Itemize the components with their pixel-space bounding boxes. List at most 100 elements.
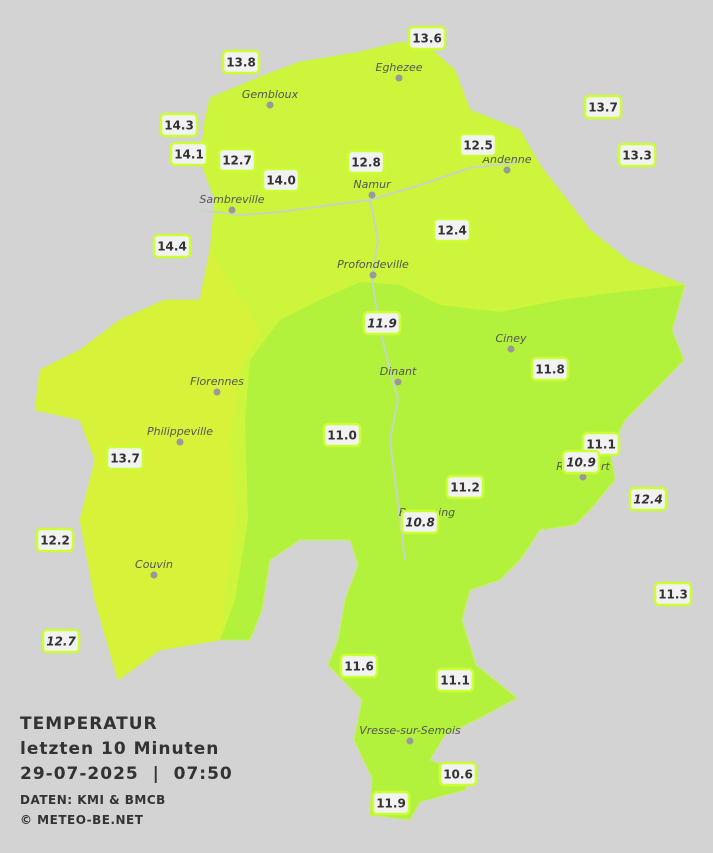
station-value: 11.1 <box>440 674 470 688</box>
city-dot <box>176 438 184 446</box>
credit: © METEO-BE.NET <box>20 813 144 827</box>
city-label: Dinant <box>380 365 417 378</box>
station-value: 13.3 <box>622 149 652 163</box>
station-value: 11.8 <box>535 363 565 377</box>
station: 11.9 <box>362 310 402 336</box>
city-dot <box>213 388 221 396</box>
city-dot <box>395 74 403 82</box>
city-dot <box>507 345 515 353</box>
station-value: 12.4 <box>633 493 663 507</box>
station-box <box>362 310 402 336</box>
station-value: 12.7 <box>222 154 252 168</box>
station: 13.7 <box>105 445 145 471</box>
station: 12.2 <box>35 527 75 553</box>
station: 12.5 <box>458 132 498 158</box>
station-box <box>152 233 192 259</box>
station: 12.4 <box>628 486 668 512</box>
station: 12.7 <box>217 147 257 173</box>
station-value: 11.0 <box>327 429 357 443</box>
station-box <box>617 142 657 168</box>
station-box <box>583 94 623 120</box>
station-box <box>407 25 447 51</box>
station: 11.2 <box>445 474 485 500</box>
station-value: 13.6 <box>412 32 442 46</box>
station-value: 14.1 <box>174 148 204 162</box>
station-value: 11.3 <box>658 588 688 602</box>
station: 13.3 <box>617 142 657 168</box>
station-value: 12.8 <box>351 156 381 170</box>
city-label: Couvin <box>135 558 173 571</box>
city-label: Profondeville <box>337 258 409 271</box>
station-value: 11.1 <box>586 438 616 452</box>
city-label: Eghezee <box>376 61 423 74</box>
station-box <box>159 112 199 138</box>
station-value: 12.7 <box>46 635 76 649</box>
station: 11.0 <box>322 422 362 448</box>
station: 14.3 <box>159 112 199 138</box>
station-box <box>438 761 478 787</box>
station: 14.4 <box>152 233 192 259</box>
station-box <box>217 147 257 173</box>
station-value: 10.8 <box>405 516 435 530</box>
station: 14.1 <box>169 141 209 167</box>
station-box <box>41 628 81 654</box>
city-dot <box>579 473 587 481</box>
station-box <box>581 431 621 457</box>
station-value: 10.6 <box>443 768 473 782</box>
station: 11.1 <box>581 431 621 457</box>
station-value: 13.7 <box>588 101 618 115</box>
station-box <box>35 527 75 553</box>
station-box <box>458 132 498 158</box>
station-box <box>322 422 362 448</box>
station-value: 11.2 <box>450 481 480 495</box>
station-value: 13.8 <box>226 56 256 70</box>
station: 12.8 <box>346 149 386 175</box>
city-dot <box>394 378 402 386</box>
title: TEMPERATUR <box>20 714 158 734</box>
station-box <box>105 445 145 471</box>
station: 13.7 <box>583 94 623 120</box>
station-value: 12.4 <box>437 224 467 238</box>
city-dot <box>368 191 376 199</box>
city-label: Sambreville <box>199 193 264 206</box>
subtitle: letzten 10 Minuten <box>20 739 219 759</box>
station: 13.8 <box>221 49 261 75</box>
station-box <box>435 667 475 693</box>
credit: DATEN: KMI & BMCB <box>20 793 166 807</box>
station: 10.9 <box>561 449 601 475</box>
station-value: 11.9 <box>376 797 406 811</box>
station: 11.9 <box>371 790 411 816</box>
city-dot <box>150 571 158 579</box>
station: 10.8 <box>400 509 440 535</box>
city-label: Philippeville <box>147 425 213 438</box>
timestamp: 29-07-2025 | 07:50 <box>20 764 233 784</box>
station: 11.8 <box>530 356 570 382</box>
station-box <box>653 581 693 607</box>
station-value: 14.4 <box>157 240 187 254</box>
city-dot <box>228 206 236 214</box>
station-value: 14.0 <box>266 174 296 188</box>
station-box <box>346 149 386 175</box>
station-layer: 13.6 13.8 13.7 14.3 12.5 14.1 12.7 12.8 13.3 14.0… <box>35 25 693 816</box>
city-dot <box>406 737 414 745</box>
station: 12.4 <box>432 217 472 243</box>
station-box <box>530 356 570 382</box>
station-box <box>432 217 472 243</box>
station-value: 10.9 <box>566 456 596 470</box>
station: 11.6 <box>339 653 379 679</box>
station: 13.6 <box>407 25 447 51</box>
city-dot <box>266 101 274 109</box>
city-label: Namur <box>353 178 392 191</box>
station: 12.7 <box>41 628 81 654</box>
station: 11.1 <box>435 667 475 693</box>
station: 14.0 <box>261 167 301 193</box>
station-box <box>371 790 411 816</box>
city-dot <box>369 271 377 279</box>
station: 10.6 <box>438 761 478 787</box>
station-box <box>400 509 440 535</box>
station: 11.3 <box>653 581 693 607</box>
station-box <box>561 449 601 475</box>
station-value: 12.2 <box>40 534 70 548</box>
station-box <box>169 141 209 167</box>
